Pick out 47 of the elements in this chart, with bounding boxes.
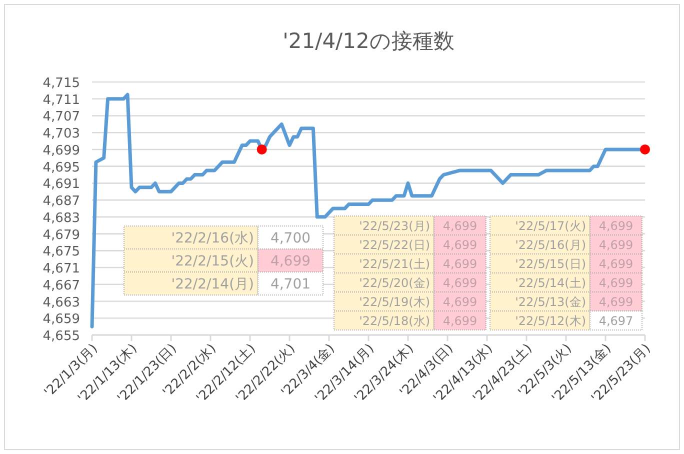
- annotation: '22/2/14(月): [171, 276, 254, 293]
- annotation: 4,699: [442, 314, 478, 328]
- y-tick-label: 4,687: [42, 194, 80, 210]
- annotation: 4,699: [598, 238, 634, 252]
- annotation: 4,699: [598, 294, 634, 309]
- y-tick-label: 4,655: [42, 329, 80, 344]
- annotation: '22/5/16(月): [515, 238, 586, 252]
- y-tick-label: 4,675: [42, 244, 80, 260]
- annotation: 4,699: [442, 238, 478, 252]
- annotation: 4,699: [442, 276, 478, 290]
- chart-title: '21/4/12の接種数: [282, 29, 454, 53]
- annotation: 4,699: [442, 218, 478, 233]
- annotation: 4,699: [598, 276, 634, 290]
- y-tick-label: 4,663: [42, 295, 80, 310]
- annotation: 4,699: [270, 254, 311, 270]
- annotation: '22/5/23(月): [359, 218, 430, 233]
- annotation: 4,700: [270, 230, 311, 247]
- annotation: '22/5/21(土): [359, 256, 430, 271]
- annotation: 4,699: [598, 256, 634, 271]
- y-tick-label: 4,691: [42, 177, 80, 192]
- y-tick-label: 4,707: [42, 110, 80, 125]
- annotation: 4,697: [598, 314, 634, 328]
- annotation: '22/2/16(水): [171, 230, 254, 247]
- y-tick-label: 4,683: [42, 210, 80, 226]
- annotation: '22/5/13(金): [515, 294, 586, 309]
- y-tick-label: 4,679: [42, 228, 80, 243]
- y-tick-label: 4,667: [42, 278, 80, 294]
- annotation: '22/5/14(土): [515, 276, 586, 290]
- y-tick-label: 4,711: [42, 92, 80, 108]
- annotation: '22/5/12(木): [515, 314, 586, 328]
- annotation: 4,699: [442, 294, 478, 309]
- y-tick-label: 4,715: [42, 76, 80, 91]
- annotation: 4,699: [598, 218, 634, 233]
- annotation: '22/5/18(水): [359, 314, 430, 328]
- annotation: 4,701: [270, 276, 311, 293]
- annotation: '22/5/15(日): [515, 256, 586, 271]
- y-tick-label: 4,671: [42, 262, 80, 277]
- annotation: 4,699: [442, 256, 478, 271]
- y-tick-label: 4,695: [42, 160, 80, 176]
- annotation: '22/5/22(日): [359, 238, 430, 252]
- annotation: '22/2/15(火): [171, 254, 254, 270]
- y-tick-label: 4,699: [42, 143, 80, 158]
- annotation: '22/5/17(火): [515, 218, 586, 233]
- y-tick-label: 4,703: [42, 126, 80, 142]
- annotation: '22/5/19(木): [359, 294, 430, 309]
- y-tick-label: 4,659: [42, 312, 80, 328]
- annotation: '22/5/20(金): [359, 276, 430, 290]
